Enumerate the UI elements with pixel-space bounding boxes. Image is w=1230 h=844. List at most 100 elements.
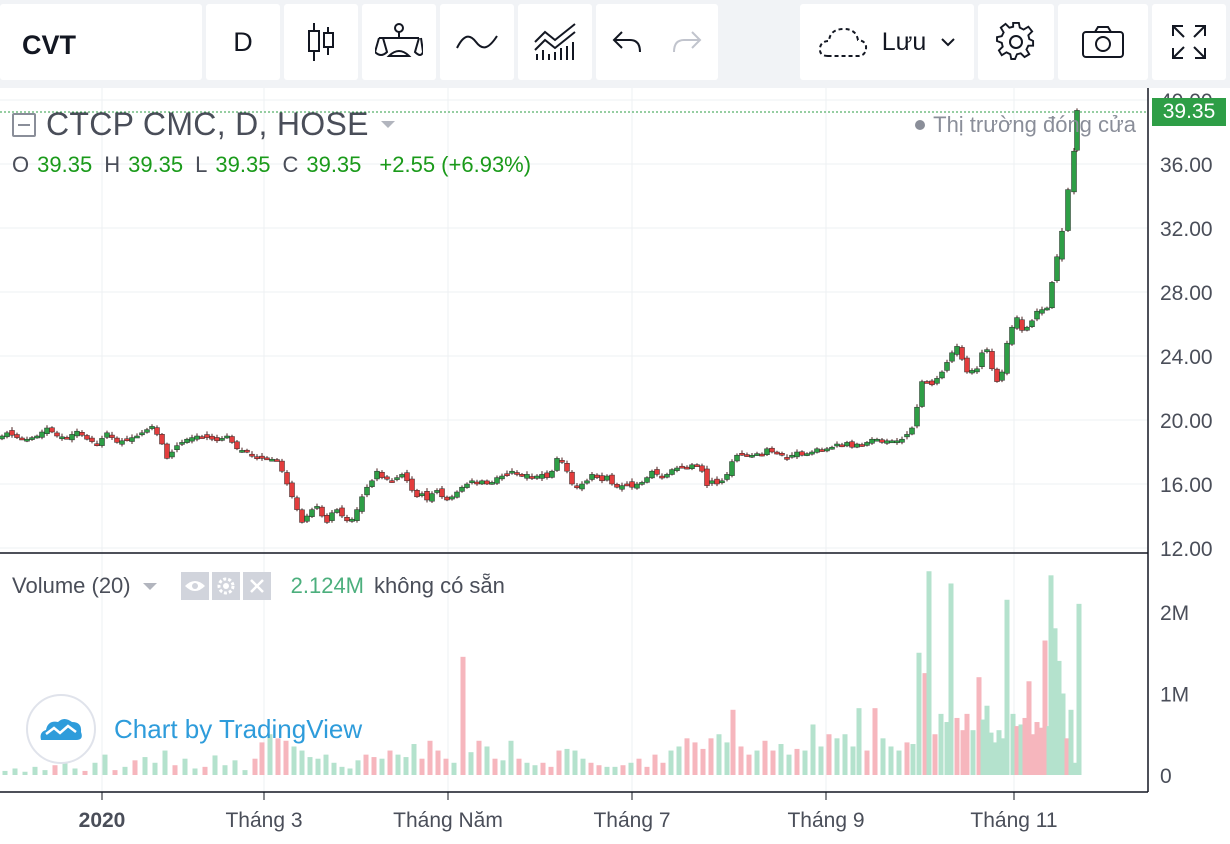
volume-bar xyxy=(596,765,602,775)
volume-bar xyxy=(1034,722,1040,775)
candle-body xyxy=(14,434,20,438)
chart-style-button[interactable] xyxy=(284,4,358,80)
candle-body xyxy=(624,483,630,487)
volume-bar xyxy=(856,708,862,775)
candle-body xyxy=(1049,282,1055,309)
volume-tick-label: 0 xyxy=(1160,765,1172,788)
price-tick-label: 12.00 xyxy=(1160,538,1213,561)
volume-bar xyxy=(652,754,658,775)
candle-body xyxy=(1039,309,1045,314)
candle-body xyxy=(589,474,595,480)
volume-bar xyxy=(944,722,950,775)
candle-body xyxy=(734,454,740,462)
candle-body xyxy=(274,459,280,462)
symbol-search[interactable]: CVT xyxy=(0,4,202,80)
candle-body xyxy=(339,507,345,517)
candle-body xyxy=(234,441,240,450)
volume-bar xyxy=(232,760,238,775)
candle-body xyxy=(969,370,975,374)
candle-body xyxy=(924,381,930,384)
candle-body xyxy=(99,438,105,446)
volume-bar xyxy=(888,746,894,775)
settings-gear-icon[interactable] xyxy=(211,572,240,600)
templates-button[interactable] xyxy=(518,4,592,80)
candle-body xyxy=(139,432,145,436)
save-label: Lưu xyxy=(881,27,927,56)
price-tick-label: 36.00 xyxy=(1160,154,1213,177)
price-tick-label: 20.00 xyxy=(1160,410,1213,433)
market-status-label: Thị trường đóng cửa xyxy=(933,112,1136,137)
volume-axis: 2M 1M 0 xyxy=(1160,602,1189,788)
volume-bar xyxy=(1030,734,1036,775)
volume-tick-label: 2M xyxy=(1160,602,1189,625)
collapse-icon[interactable] xyxy=(12,112,36,137)
candle-body xyxy=(119,440,125,445)
volume-bar xyxy=(948,583,954,775)
candle-body xyxy=(994,368,1000,382)
candle-body xyxy=(1004,342,1010,374)
volume-bar xyxy=(980,719,986,775)
candle-body xyxy=(739,452,745,456)
undo-icon[interactable] xyxy=(612,30,642,54)
candle-body xyxy=(769,447,775,453)
volume-bar xyxy=(1060,693,1066,775)
candle-body xyxy=(929,380,935,386)
candle-body xyxy=(774,451,780,455)
indicators-button[interactable] xyxy=(362,4,436,80)
candle-body xyxy=(154,427,160,435)
volume-bar xyxy=(395,754,401,775)
volume-bar xyxy=(379,758,385,775)
candle-body xyxy=(39,431,45,438)
volume-bar xyxy=(964,713,970,775)
market-status: Thị trường đóng cửa xyxy=(915,112,1136,138)
volume-bar xyxy=(1076,603,1082,775)
caret-down-icon[interactable] xyxy=(142,582,157,590)
high-value: 39.35 xyxy=(128,152,184,177)
candle-body xyxy=(19,437,25,441)
candle-body xyxy=(104,432,110,438)
candle-body xyxy=(999,371,1005,381)
candle-body xyxy=(664,474,670,478)
volume-bar xyxy=(826,734,832,775)
candle-body xyxy=(794,451,800,458)
candle-body xyxy=(864,442,870,446)
candle-body xyxy=(389,480,395,483)
candle-body xyxy=(144,429,150,433)
candle-body xyxy=(444,496,450,501)
volume-bar xyxy=(267,734,273,775)
volume-bar xyxy=(212,755,218,775)
compare-button[interactable] xyxy=(440,4,514,80)
change-value: +2.55 (+6.93%) xyxy=(379,152,532,177)
caret-down-icon[interactable] xyxy=(380,121,395,128)
volume-bar xyxy=(524,762,530,775)
screenshot-button[interactable] xyxy=(1058,4,1148,80)
candle-body xyxy=(259,455,265,459)
candle-body xyxy=(979,352,985,367)
visibility-eye-icon[interactable] xyxy=(180,572,209,600)
fullscreen-icon xyxy=(1172,25,1206,59)
candle-body xyxy=(279,460,285,472)
candle-body xyxy=(434,490,440,493)
indicators-icon xyxy=(375,23,423,57)
volume-bar xyxy=(612,766,618,775)
candle-body xyxy=(784,457,790,460)
chevron-down-icon[interactable] xyxy=(940,37,956,47)
volume-bar xyxy=(315,758,321,775)
candle-body xyxy=(9,430,15,436)
save-button[interactable]: Lưu xyxy=(800,4,974,80)
candle-body xyxy=(424,491,430,501)
candle-body xyxy=(504,473,510,476)
fullscreen-button[interactable] xyxy=(1152,4,1226,80)
tradingview-branding[interactable]: Chart by TradingView xyxy=(26,694,362,764)
settings-button[interactable] xyxy=(978,4,1054,80)
candle-body xyxy=(1071,150,1077,193)
time-tick-label: Tháng 3 xyxy=(225,809,302,832)
volume-bar xyxy=(192,768,198,775)
volume-bar xyxy=(842,734,848,775)
volume-bar xyxy=(660,762,666,775)
candle-body xyxy=(244,449,250,453)
interval-button[interactable]: D xyxy=(206,4,280,80)
redo-icon[interactable] xyxy=(672,30,702,54)
remove-close-icon[interactable] xyxy=(242,572,271,600)
